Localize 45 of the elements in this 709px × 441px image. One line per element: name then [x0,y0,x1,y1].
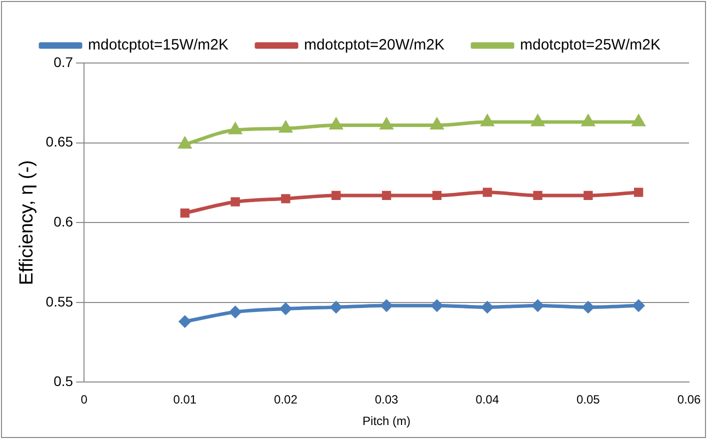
point [380,118,393,130]
y-axis-title: Efficiency, η (-) [16,160,38,286]
point [582,301,594,313]
x-tick-label: 0.06 [677,392,701,407]
point [330,301,342,313]
point [230,197,240,206]
y-tick-label: 0.6 [54,213,74,230]
point [179,316,191,328]
y-tick-label: 0.5 [54,373,74,390]
y-tick-label: 0.7 [54,54,74,70]
point [532,115,544,126]
point [482,301,494,313]
legend-label: mdotcptot=15W/m2K [88,36,229,54]
point [229,123,242,134]
x-tick-label: 0.01 [173,392,197,407]
point [380,300,392,312]
x-tick-label: 0.05 [576,392,600,407]
legend-label: mdotcptot=25W/m2K [520,36,660,54]
point [481,115,494,126]
point [280,303,292,315]
point [330,118,342,130]
point [432,190,442,200]
y-tick-label: 0.55 [46,293,74,310]
point [431,300,443,312]
x-tick-label: 0 [80,392,88,407]
point [634,188,644,197]
point [382,190,392,200]
point [582,115,594,126]
x-axis-title: Pitch (m) [362,414,411,428]
point [482,188,492,197]
point [332,190,341,200]
point [230,306,242,318]
point [180,208,190,218]
x-tick-label: 0.02 [274,392,298,407]
legend-label: mdotcptot=20W/m2K [304,36,444,54]
point [281,194,290,204]
point [532,300,544,312]
point [430,118,444,130]
point [533,190,542,200]
point [632,115,645,126]
y-tick-label: 0.65 [46,134,74,150]
x-tick-label: 0.03 [374,392,399,407]
x-tick-label: 0.04 [476,392,500,407]
point [584,190,593,200]
point [632,300,644,312]
